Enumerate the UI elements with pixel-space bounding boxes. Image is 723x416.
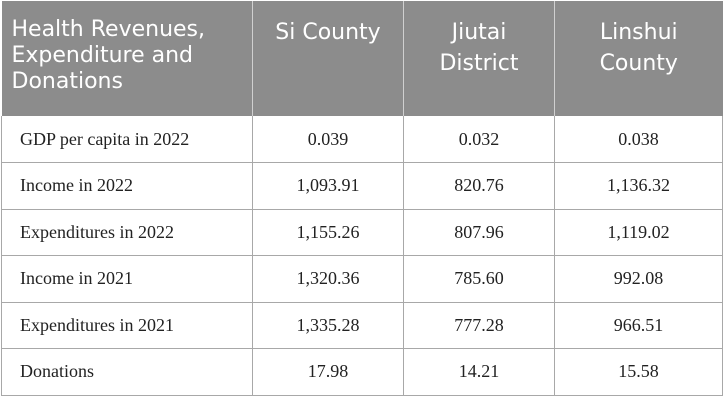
header-category: Health Revenues, Expenditure and Donatio…: [1, 1, 253, 116]
row-label: Income in 2021: [1, 255, 253, 303]
table-row: Income in 2022 1,093.91 820.76 1,136.32: [1, 162, 723, 210]
cell-jiutai-district: 14.21: [403, 348, 555, 396]
row-label: Expenditures in 2021: [1, 301, 253, 349]
header-row: Health Revenues, Expenditure and Donatio…: [1, 1, 723, 116]
cell-linshui-county: 15.58: [554, 348, 723, 396]
data-table: Health Revenues, Expenditure and Donatio…: [1, 1, 723, 396]
header-jiutai-district: Jiutai District: [403, 1, 555, 116]
cell-jiutai-district: 777.28: [403, 301, 555, 349]
header-linshui-county: Linshui County: [554, 1, 723, 116]
table-row: Expenditures in 2022 1,155.26 807.96 1,1…: [1, 208, 723, 256]
cell-linshui-county: 0.038: [554, 116, 723, 163]
table-body: GDP per capita in 2022 0.039 0.032 0.038…: [1, 116, 723, 396]
table-row: Income in 2021 1,320.36 785.60 992.08: [1, 255, 723, 303]
cell-jiutai-district: 820.76: [403, 162, 555, 210]
row-label: GDP per capita in 2022: [1, 116, 253, 163]
cell-si-county: 0.039: [252, 116, 404, 163]
header-si-county: Si County: [252, 1, 404, 116]
table-row: Donations 17.98 14.21 15.58: [1, 348, 723, 396]
row-label: Expenditures in 2022: [1, 208, 253, 256]
cell-linshui-county: 992.08: [554, 255, 723, 303]
table-row: Expenditures in 2021 1,335.28 777.28 966…: [1, 301, 723, 349]
cell-si-county: 17.98: [252, 348, 404, 396]
cell-jiutai-district: 807.96: [403, 208, 555, 256]
row-label: Income in 2022: [1, 162, 253, 210]
cell-linshui-county: 1,136.32: [554, 162, 723, 210]
cell-si-county: 1,320.36: [252, 255, 404, 303]
row-label: Donations: [1, 348, 253, 396]
cell-linshui-county: 966.51: [554, 301, 723, 349]
cell-jiutai-district: 785.60: [403, 255, 555, 303]
cell-linshui-county: 1,119.02: [554, 208, 723, 256]
cell-si-county: 1,093.91: [252, 162, 404, 210]
cell-si-county: 1,335.28: [252, 301, 404, 349]
table-row: GDP per capita in 2022 0.039 0.032 0.038: [1, 116, 723, 163]
cell-si-county: 1,155.26: [252, 208, 404, 256]
table-header: Health Revenues, Expenditure and Donatio…: [1, 1, 723, 116]
cell-jiutai-district: 0.032: [403, 116, 555, 163]
